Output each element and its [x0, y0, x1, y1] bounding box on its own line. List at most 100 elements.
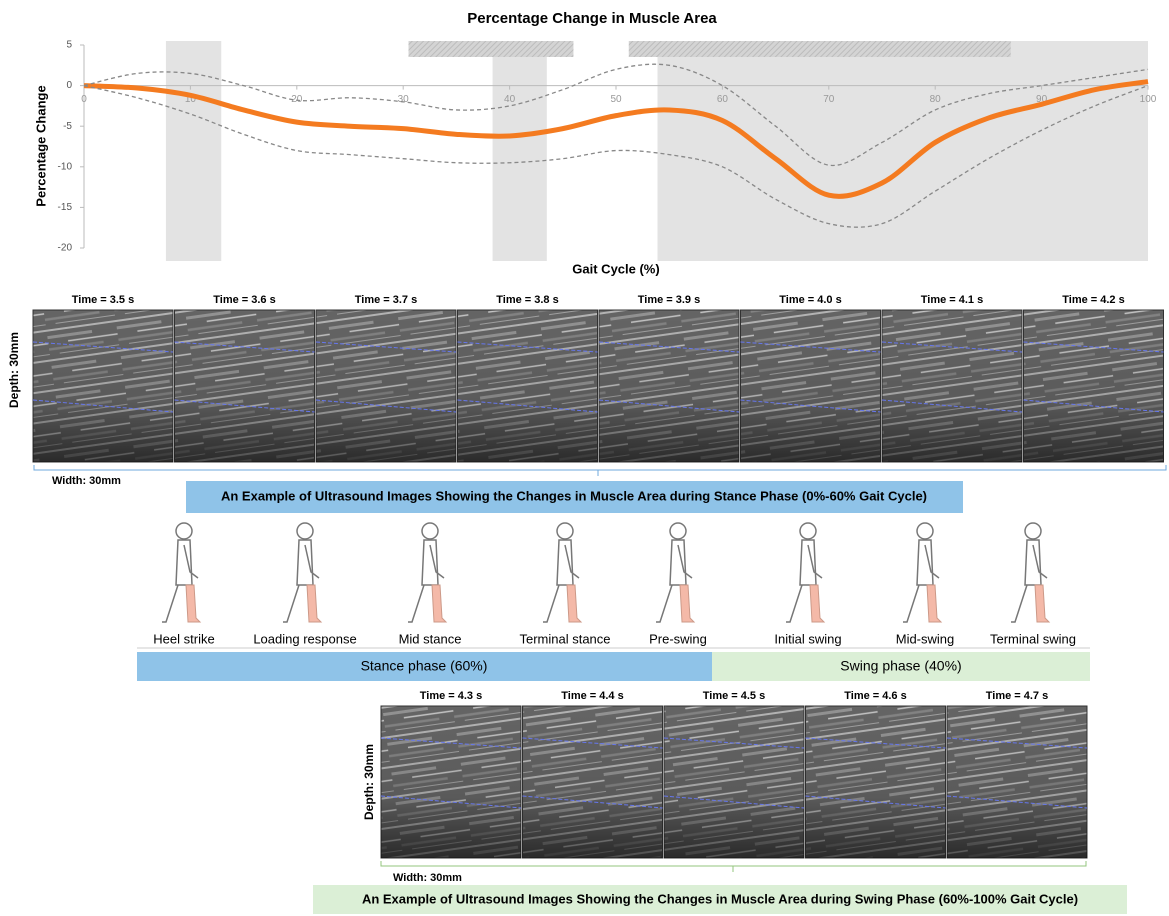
phase-label: Heel strike [153, 631, 214, 646]
head [422, 523, 438, 539]
ultrasound-image [316, 310, 456, 462]
gait-figure [543, 523, 581, 622]
phase-label: Pre-swing [649, 631, 707, 646]
chart-title: Percentage Change in Muscle Area [467, 10, 717, 27]
x-tick-label: 70 [823, 94, 835, 105]
y-axis-label: Percentage Change [33, 85, 48, 206]
ultrasound-image [523, 706, 663, 858]
phase-label: Loading response [253, 631, 356, 646]
page: {"chart_data": {"type": "line", "title":… [0, 0, 1169, 916]
gait-figure [656, 523, 694, 622]
y-tick-label: -15 [58, 202, 73, 213]
ultrasound-image [741, 310, 881, 462]
shaded-region [166, 41, 221, 261]
time-label: Time = 4.7 s [986, 690, 1048, 702]
back-leg [283, 585, 299, 622]
ultrasound-image [599, 310, 739, 462]
back-leg [656, 585, 672, 622]
time-label: Time = 3.6 s [213, 294, 275, 306]
x-tick-label: 100 [1140, 94, 1157, 105]
ultrasound-image [947, 706, 1087, 858]
x-tick-label: 0 [81, 94, 87, 105]
ultrasound-image [381, 706, 521, 858]
image-shade [882, 310, 1022, 462]
image-shade [806, 706, 946, 858]
depth-label: Depth: 30mm [362, 744, 376, 820]
time-label: Time = 4.6 s [844, 690, 906, 702]
phase-label: Terminal swing [990, 631, 1076, 646]
swing-label: Swing phase (40%) [840, 658, 961, 674]
back-leg [1011, 585, 1027, 622]
phase-label: Terminal stance [519, 631, 610, 646]
x-tick-label: 30 [398, 94, 410, 105]
hatched-region [409, 41, 574, 57]
y-tick-label: -20 [58, 243, 73, 254]
stance-label: Stance phase (60%) [361, 658, 488, 674]
x-tick-label: 80 [930, 94, 942, 105]
head [557, 523, 573, 539]
image-shade [1024, 310, 1164, 462]
head [297, 523, 313, 539]
ultrasound-image [806, 706, 946, 858]
gait-figure [1011, 523, 1049, 622]
shaded-region [657, 41, 1148, 261]
time-label: Time = 4.5 s [703, 690, 765, 702]
back-leg [903, 585, 919, 622]
y-tick-label: 0 [66, 80, 72, 91]
front-leg [927, 585, 941, 622]
front-leg [1035, 585, 1049, 622]
x-tick-label: 40 [504, 94, 516, 105]
time-label: Time = 3.8 s [496, 294, 558, 306]
head [800, 523, 816, 539]
width-bracket [381, 861, 1086, 872]
gait-figure [283, 523, 321, 622]
head [176, 523, 192, 539]
time-label: Time = 4.4 s [561, 690, 623, 702]
head [917, 523, 933, 539]
caption: An Example of Ultrasound Images Showing … [362, 891, 1078, 906]
ultrasound-image [1024, 310, 1164, 462]
image-shade [947, 706, 1087, 858]
time-label: Time = 3.7 s [355, 294, 417, 306]
image-shade [458, 310, 598, 462]
front-leg [810, 585, 824, 622]
ultrasound-image [664, 706, 804, 858]
gait-figure [786, 523, 824, 622]
gait-figure [408, 523, 446, 622]
y-tick-label: -5 [63, 121, 72, 132]
figure: Percentage Change in Muscle Area Percent… [0, 0, 1169, 916]
depth-label: Depth: 30mm [7, 332, 21, 408]
image-shade [523, 706, 663, 858]
image-shade [599, 310, 739, 462]
ultrasound-image [882, 310, 1022, 462]
front-leg [680, 585, 694, 622]
x-tick-label: 50 [610, 94, 622, 105]
width-label: Width: 30mm [52, 475, 121, 487]
image-shade [381, 706, 521, 858]
shaded-region [493, 41, 547, 261]
time-label: Time = 3.5 s [72, 294, 134, 306]
back-leg [162, 585, 178, 622]
time-label: Time = 4.2 s [1062, 294, 1124, 306]
time-label: Time = 3.9 s [638, 294, 700, 306]
width-label: Width: 30mm [393, 872, 462, 884]
phase-label: Mid stance [399, 631, 462, 646]
x-tick-label: 60 [717, 94, 729, 105]
image-shade [741, 310, 881, 462]
head [1025, 523, 1041, 539]
ultrasound-image [175, 310, 315, 462]
head [670, 523, 686, 539]
time-label: Time = 4.3 s [420, 690, 482, 702]
y-tick-label: 5 [66, 40, 72, 51]
time-label: Time = 4.0 s [779, 294, 841, 306]
back-leg [408, 585, 424, 622]
phase-label: Mid-swing [896, 631, 955, 646]
x-axis-label: Gait Cycle (%) [572, 261, 659, 276]
hatched-region [629, 41, 1011, 57]
image-shade [316, 310, 456, 462]
ultrasound-image [458, 310, 598, 462]
gait-figure [162, 523, 200, 622]
phase-label: Initial swing [774, 631, 841, 646]
back-leg [543, 585, 559, 622]
caption: An Example of Ultrasound Images Showing … [221, 488, 927, 503]
